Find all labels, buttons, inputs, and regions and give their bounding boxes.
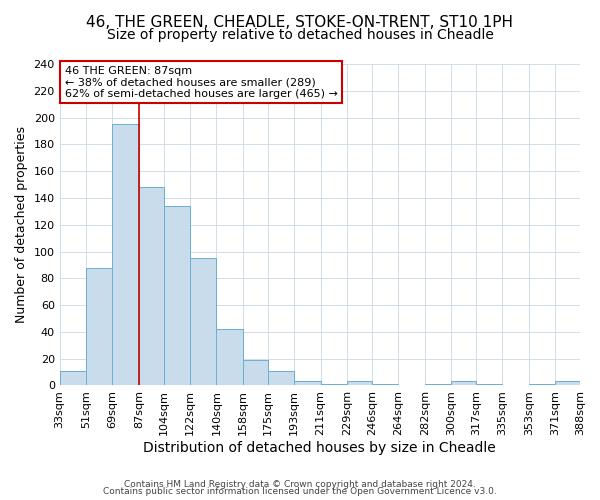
Bar	[529, 384, 555, 386]
Bar	[164, 206, 190, 386]
Bar	[190, 258, 217, 386]
Text: Size of property relative to detached houses in Cheadle: Size of property relative to detached ho…	[107, 28, 493, 42]
Bar	[425, 384, 451, 386]
Bar	[372, 384, 398, 386]
Bar	[112, 124, 139, 386]
Text: 46, THE GREEN, CHEADLE, STOKE-ON-TRENT, ST10 1PH: 46, THE GREEN, CHEADLE, STOKE-ON-TRENT, …	[86, 15, 514, 30]
X-axis label: Distribution of detached houses by size in Cheadle: Distribution of detached houses by size …	[143, 441, 496, 455]
Bar	[86, 268, 112, 386]
Y-axis label: Number of detached properties: Number of detached properties	[15, 126, 28, 323]
Bar	[347, 382, 372, 386]
Bar	[476, 384, 502, 386]
Bar	[59, 370, 86, 386]
Bar	[217, 329, 243, 386]
Bar	[243, 360, 268, 386]
Bar	[451, 382, 476, 386]
Bar	[139, 187, 164, 386]
Bar	[294, 382, 320, 386]
Bar	[555, 382, 580, 386]
Text: 46 THE GREEN: 87sqm
← 38% of detached houses are smaller (289)
62% of semi-detac: 46 THE GREEN: 87sqm ← 38% of detached ho…	[65, 66, 338, 99]
Bar	[268, 370, 294, 386]
Bar	[320, 384, 347, 386]
Text: Contains public sector information licensed under the Open Government Licence v3: Contains public sector information licen…	[103, 487, 497, 496]
Text: Contains HM Land Registry data © Crown copyright and database right 2024.: Contains HM Land Registry data © Crown c…	[124, 480, 476, 489]
